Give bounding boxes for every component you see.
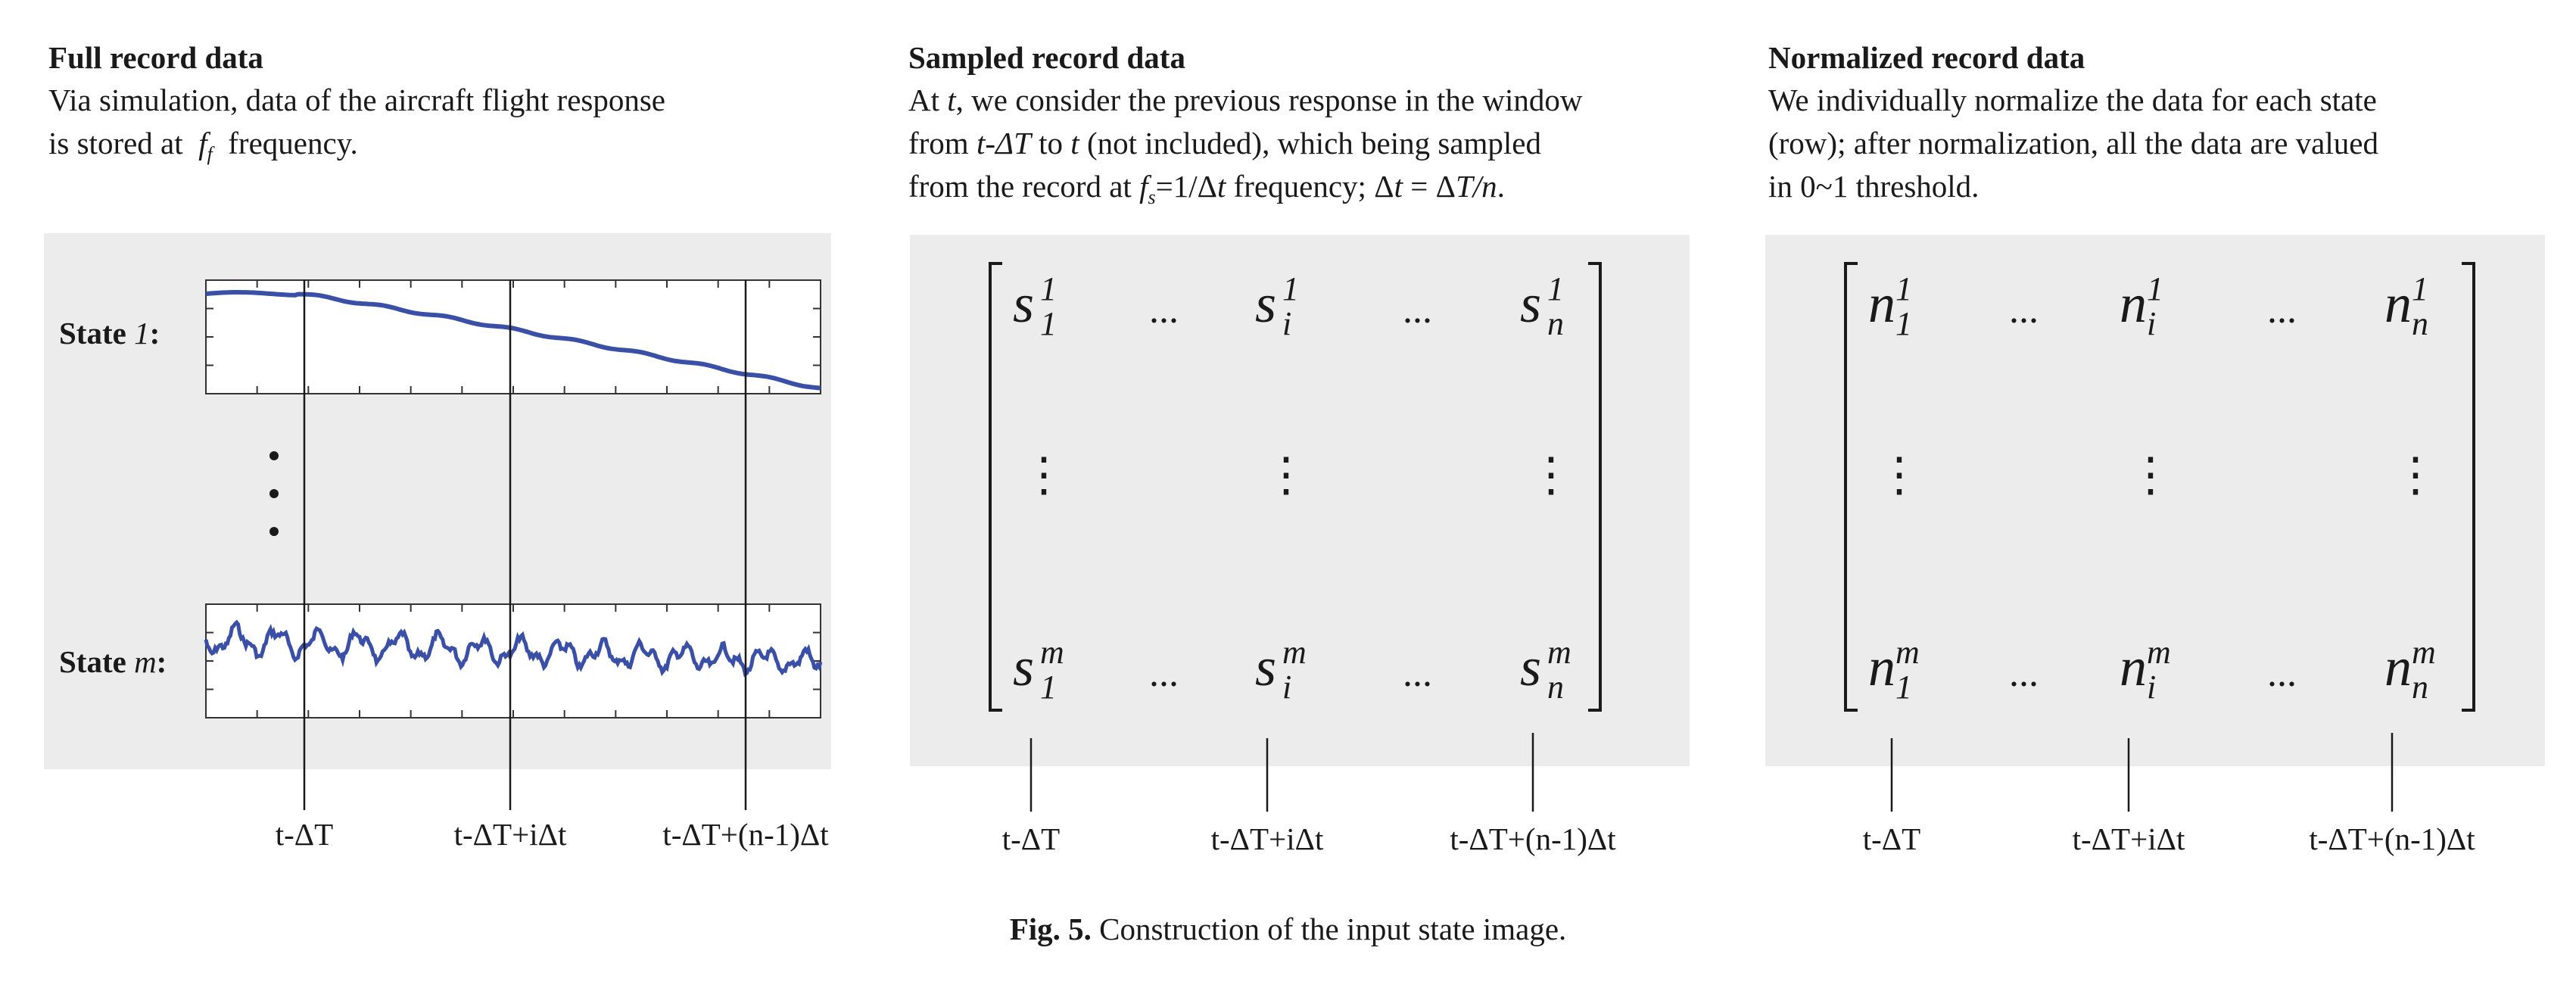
normalized-vdots-first: ⋮ (1876, 450, 1923, 501)
sampled-left-bracket (989, 262, 1002, 712)
sampled-hdots-bottom-2: ... (1403, 652, 1432, 695)
sampled-right-bracket (1588, 262, 1602, 712)
vertical-dot-2 (269, 489, 279, 498)
normalized-record-description: We individually normalize the data for e… (1768, 83, 2378, 204)
state-1-ticks (206, 280, 821, 394)
sampled-time-label-mid: t-ΔT+iΔt (1210, 821, 1324, 856)
normalized-hdots-bottom-2: ... (2267, 652, 2297, 695)
sampled-hdots-bottom-1: ... (1149, 652, 1179, 695)
state-1-curve (205, 290, 821, 391)
normalized-right-bracket (2462, 262, 2475, 712)
full-record-description: Via simulation, data of the aircraft fli… (48, 83, 665, 166)
sampled-vdots-last: ⋮ (1528, 450, 1575, 501)
state-m-ticks (206, 604, 821, 718)
full-time-label-mid: t-ΔT+iΔt (453, 817, 567, 852)
sampled-record-panel (910, 235, 1690, 766)
normalized-hdots-top-1: ... (2009, 288, 2039, 332)
sampled-hdots-top-2: ... (1403, 288, 1432, 332)
normalized-left-bracket (1844, 262, 1858, 712)
full-record-title: Full record data (48, 40, 263, 75)
sampled-hdots-top-1: ... (1149, 288, 1179, 332)
sampled-record-description: At t, we consider the previous response … (908, 83, 1583, 209)
full-time-label-first: t-ΔT (275, 817, 334, 852)
sampled-vdots-mid: ⋮ (1263, 450, 1310, 501)
figure-caption: Fig. 5. Construction of the input state … (1009, 912, 1567, 946)
normalized-time-label-first: t-ΔT (1862, 821, 1921, 856)
normalized-record-panel (1765, 235, 2545, 766)
sampled-time-label-last: t-ΔT+(n-1)Δt (1450, 821, 1616, 856)
normalized-hdots-bottom-1: ... (2009, 652, 2039, 695)
normalized-hdots-top-2: ... (2267, 288, 2297, 332)
normalized-vdots-mid: ⋮ (2127, 450, 2174, 501)
normalized-time-label-mid: t-ΔT+iΔt (2072, 821, 2185, 856)
full-time-label-last: t-ΔT+(n-1)Δt (662, 817, 829, 852)
sampled-record-title: Sampled record data (908, 40, 1185, 75)
vertical-dot-3 (269, 527, 279, 536)
vertical-dot-1 (269, 451, 279, 460)
state-1-label: State 1: (59, 316, 160, 351)
state-m-curve (204, 619, 823, 678)
normalized-time-label-last: t-ΔT+(n-1)Δt (2309, 821, 2475, 856)
normalized-record-title: Normalized record data (1768, 40, 2085, 75)
sampled-vdots-first: ⋮ (1020, 450, 1067, 501)
sampled-time-label-first: t-ΔT (1001, 821, 1061, 856)
normalized-vdots-last: ⋮ (2392, 450, 2439, 501)
state-m-label: State m: (59, 644, 167, 679)
state-1-plot-frame (205, 279, 821, 394)
